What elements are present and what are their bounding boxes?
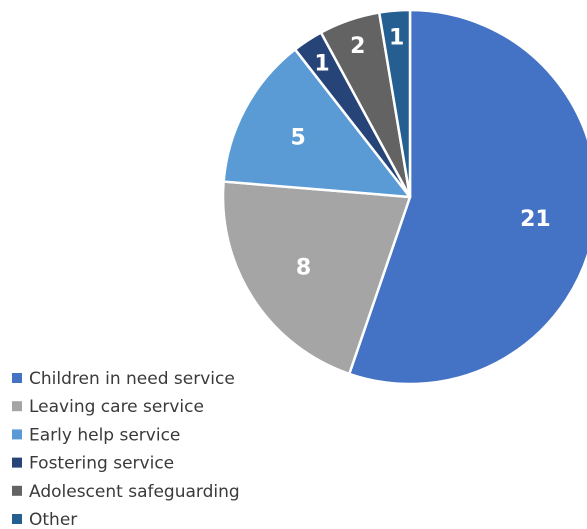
data-label-children-in-need-service: 21 <box>520 207 551 232</box>
pie-slices <box>221 8 587 386</box>
legend-label: Adolescent safeguarding <box>29 482 240 502</box>
legend-swatch <box>12 485 22 496</box>
legend-item-other: Other <box>12 510 77 529</box>
legend-swatch <box>12 401 22 412</box>
legend-swatch <box>12 457 22 468</box>
legend-swatch <box>12 373 22 383</box>
pie-slice-other <box>377 8 412 199</box>
legend-item-leaving-care-service: Leaving care service <box>12 397 204 417</box>
legend-label: Early help service <box>29 425 180 445</box>
data-label-early-help-service: 5 <box>291 126 306 151</box>
legend-swatch <box>12 514 22 524</box>
legend-item-fostering-service: Fostering service <box>12 454 174 474</box>
legend-item-early-help-service: Early help service <box>12 425 180 445</box>
data-label-other: 1 <box>389 26 404 51</box>
data-label-leaving-care-service: 8 <box>296 256 311 281</box>
data-label-adolescent-safeguarding: 2 <box>350 34 365 59</box>
legend-label: Children in need service <box>29 369 235 389</box>
legend-label: Fostering service <box>29 454 174 474</box>
legend-item-adolescent-safeguarding: Adolescent safeguarding <box>12 482 240 502</box>
pie-slice-children-in-need-service <box>348 8 587 386</box>
data-label-fostering-service: 1 <box>314 51 329 76</box>
legend-label: Leaving care service <box>29 397 204 417</box>
pie-slice-leaving-care-service <box>221 180 412 376</box>
legend-swatch <box>12 429 22 440</box>
legend-item-children-in-need-service: Children in need service <box>12 369 235 389</box>
pie-slice-early-help-service <box>222 48 412 199</box>
legend: Children in need service Leaving care ser… <box>12 369 240 529</box>
legend-label: Other <box>29 510 77 529</box>
